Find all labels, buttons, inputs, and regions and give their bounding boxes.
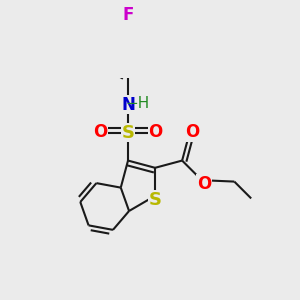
Text: S: S — [148, 191, 162, 209]
Text: N: N — [121, 95, 135, 113]
Text: O: O — [185, 123, 200, 141]
Text: O: O — [148, 123, 163, 141]
Text: S: S — [122, 124, 134, 142]
Text: −H: −H — [125, 96, 149, 111]
Text: O: O — [197, 175, 211, 193]
Text: F: F — [122, 6, 134, 24]
Text: O: O — [93, 123, 107, 141]
